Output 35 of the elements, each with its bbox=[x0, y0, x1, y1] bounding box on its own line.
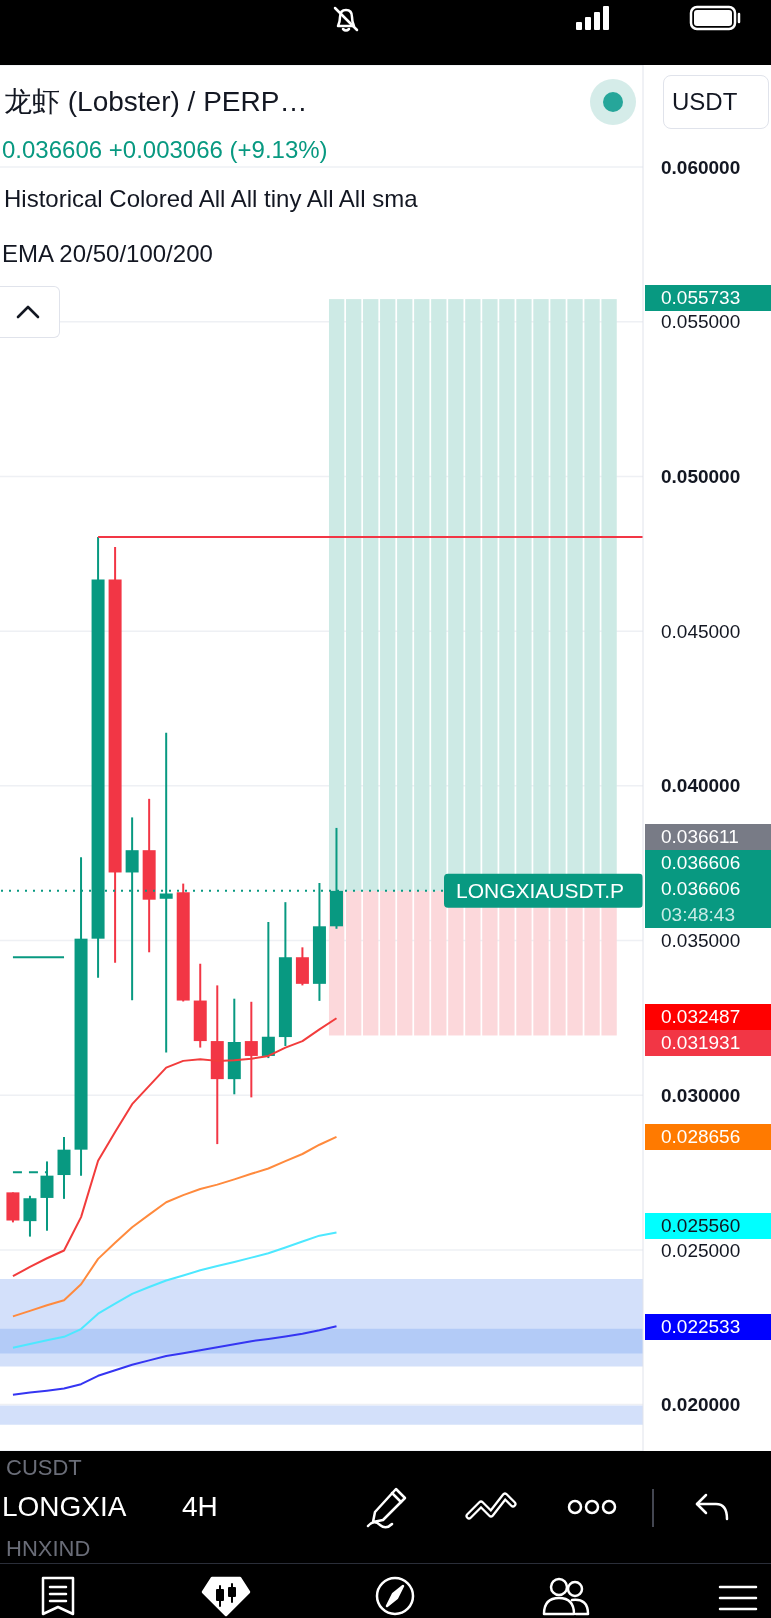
price-tag: 0.031931 bbox=[645, 1030, 771, 1056]
candlestick bbox=[159, 731, 173, 1054]
line-series bbox=[11, 1231, 338, 1349]
price-tag: 0.022533 bbox=[645, 1314, 771, 1340]
price-tag: 0.036606 bbox=[645, 876, 771, 902]
candlestick bbox=[23, 1194, 37, 1238]
price-tag: 03:48:43 bbox=[645, 902, 771, 928]
annotation: Historical Colored All All tiny All All sma bbox=[4, 184, 418, 214]
y-tick-label: 0.035000 bbox=[661, 930, 741, 952]
y-tick-label: 0.045000 bbox=[661, 620, 741, 642]
line-series bbox=[11, 1135, 338, 1318]
price-tag: 0.036606 bbox=[645, 850, 771, 876]
y-tick-label: 0.025000 bbox=[661, 1239, 741, 1261]
candlestick bbox=[261, 920, 275, 1060]
line-series bbox=[11, 1325, 338, 1396]
text: HNXIND bbox=[6, 1535, 91, 1563]
price-tag: 0.036611 bbox=[645, 824, 771, 850]
price-tag: 0.025560 bbox=[645, 1213, 771, 1239]
y-tick-label: 0.020000 bbox=[661, 1394, 741, 1416]
ref-line-label: LONGXIAUSDT.P bbox=[456, 879, 625, 903]
currency-field: USDT bbox=[663, 75, 769, 129]
y-tick-label: 0.030000 bbox=[661, 1084, 741, 1106]
text: LONGXIA bbox=[2, 1490, 127, 1524]
text: 0.036606 +0.003066 (+9.13%) bbox=[2, 135, 328, 165]
annotation: EMA 20/50/100/200 bbox=[2, 239, 213, 269]
text: CUSDT bbox=[6, 1454, 82, 1482]
y-tick-label: 0.040000 bbox=[661, 775, 741, 797]
y-tick-label: 0.055000 bbox=[661, 311, 741, 333]
text: 龙虾 (Lobster) / PERP… bbox=[4, 85, 308, 119]
price-tag: 0.028656 bbox=[645, 1124, 771, 1150]
price-tag: 0.032487 bbox=[645, 1004, 771, 1030]
text: 4H bbox=[182, 1490, 218, 1524]
y-tick-label: 0.060000 bbox=[661, 156, 741, 178]
y-tick-label: 0.050000 bbox=[661, 466, 741, 488]
price-tag: 0.055733 bbox=[645, 285, 771, 311]
